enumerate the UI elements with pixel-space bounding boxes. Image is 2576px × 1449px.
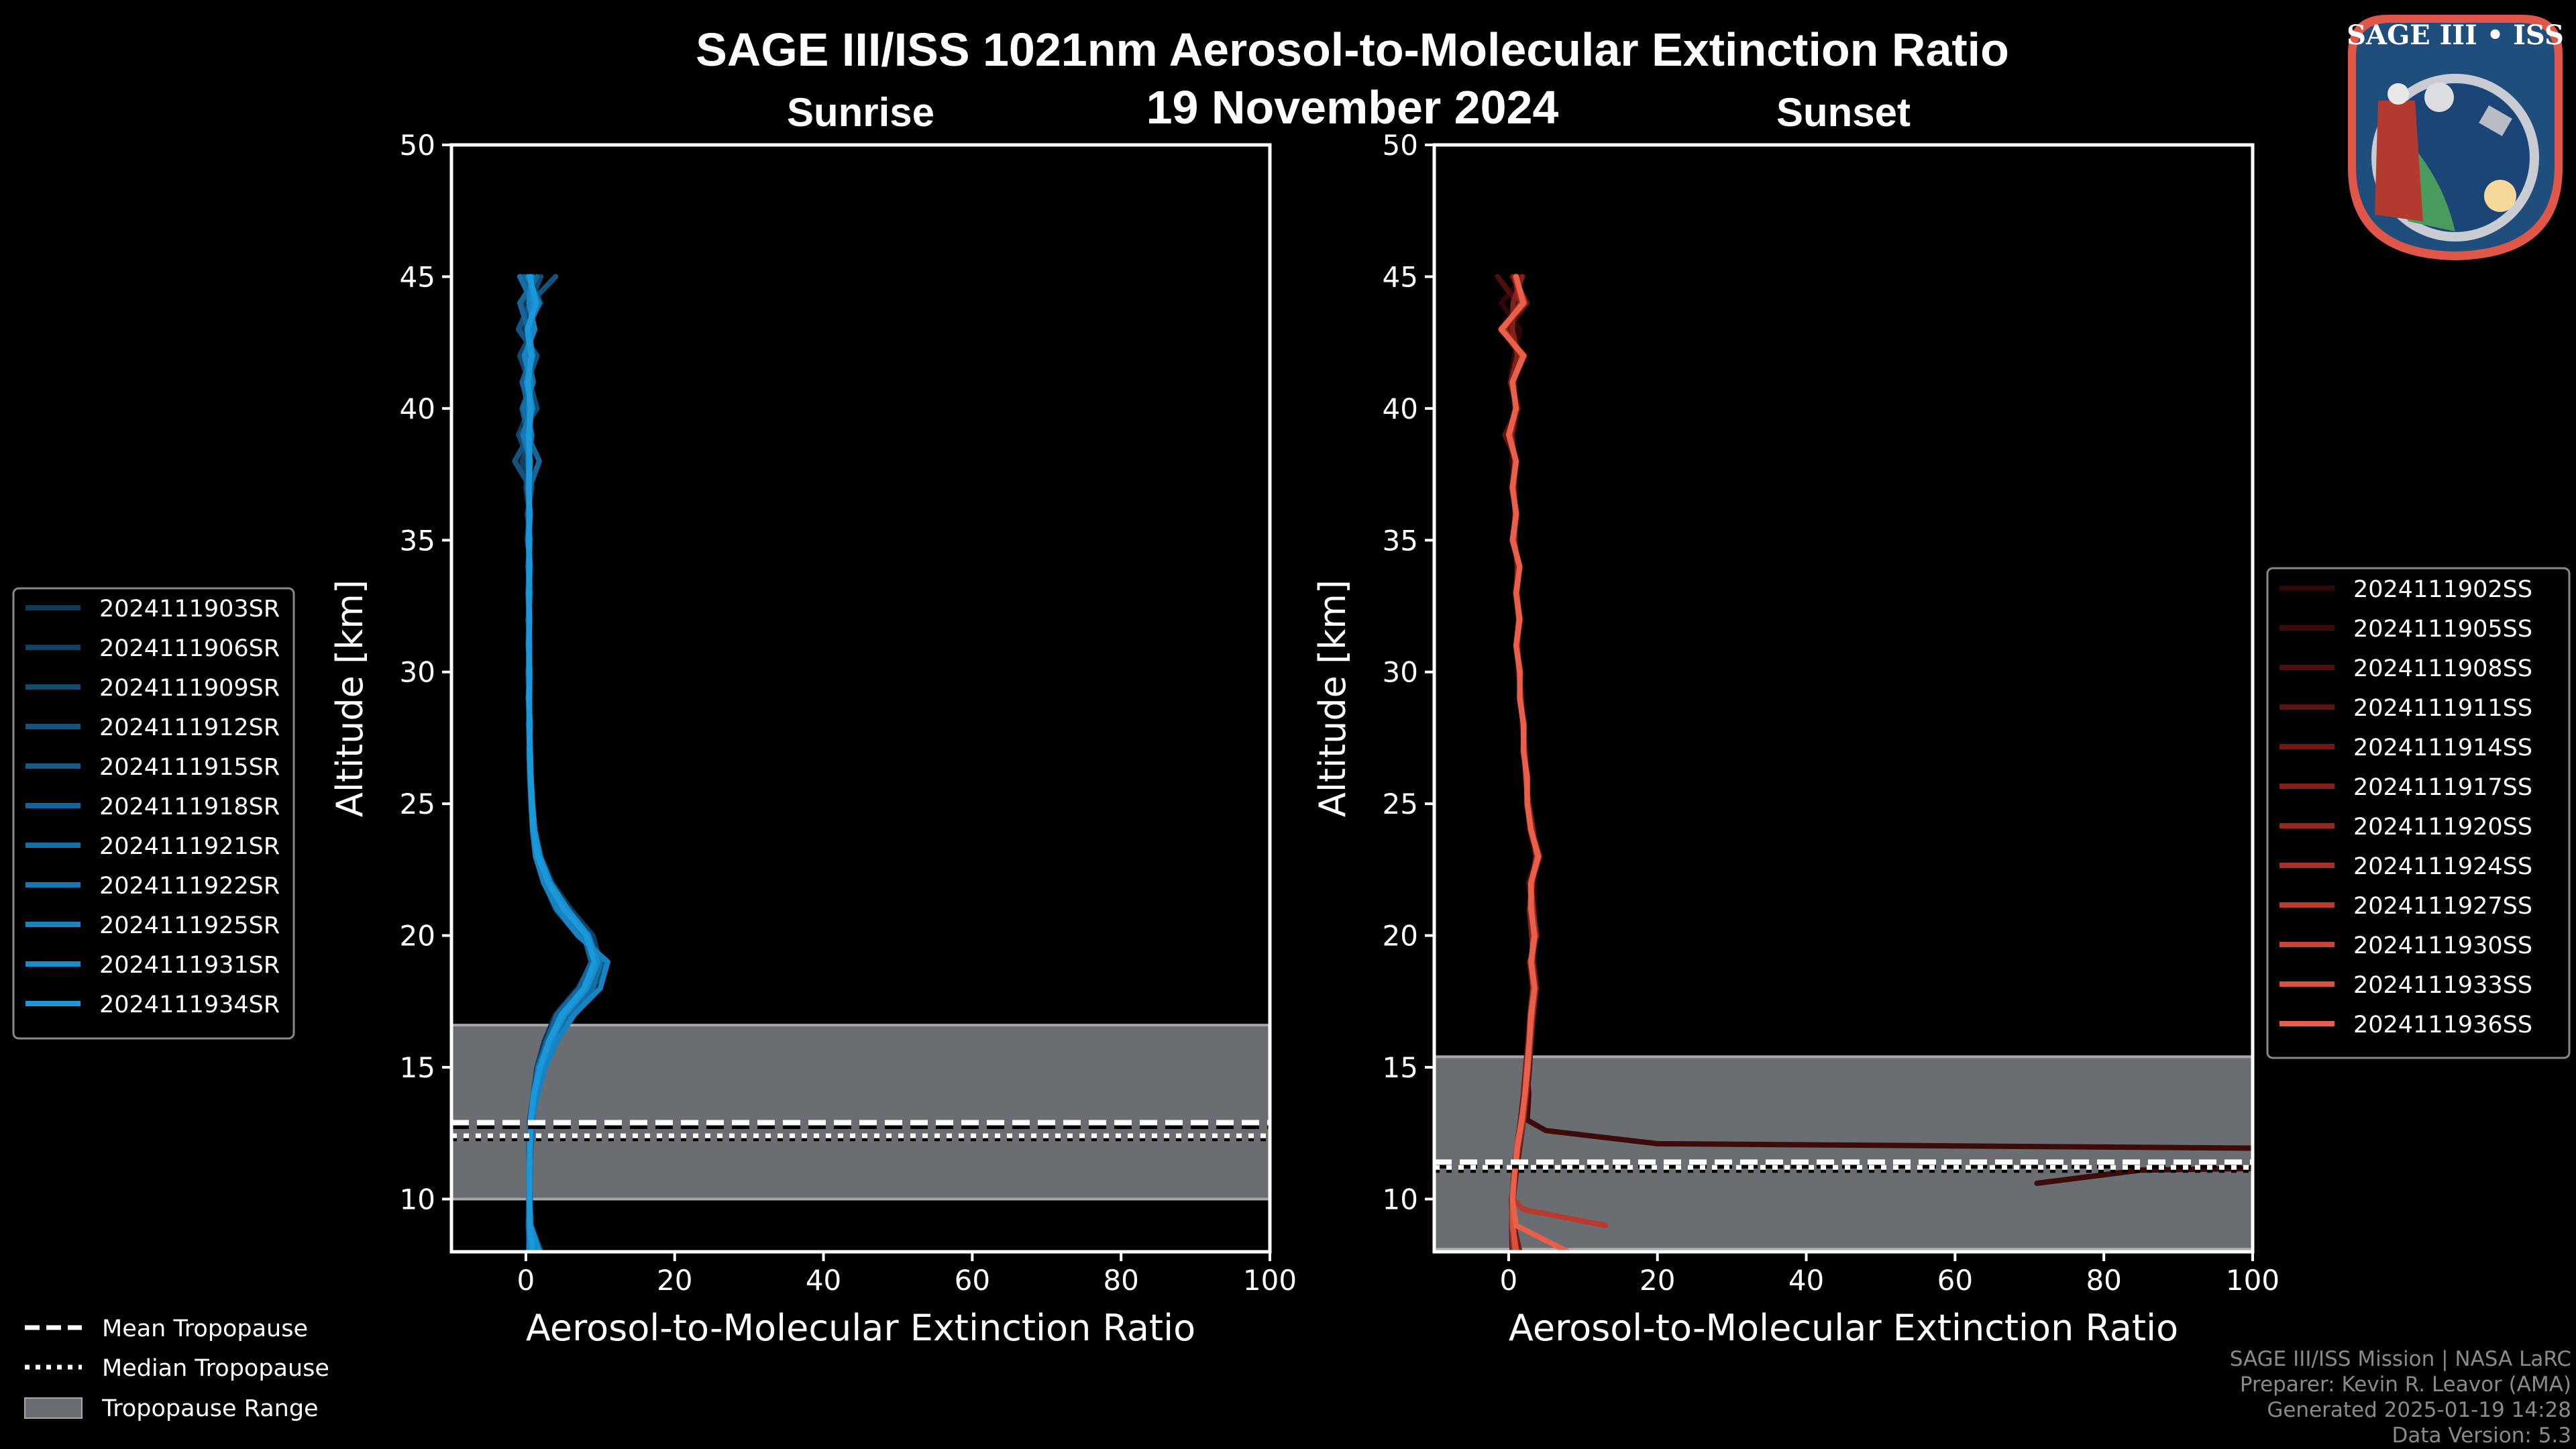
sunrise-y-tick-label: 10 xyxy=(400,1183,435,1216)
sage-iss-logo: SAGE III • ISS xyxy=(2347,15,2564,260)
sunset-y-axis-label: Altitude [km] xyxy=(1311,580,1354,817)
sunrise-legend-label: 2024111921SR xyxy=(99,833,280,860)
sunset-legend-label: 2024111933SS xyxy=(2353,972,2532,999)
sunset-legend-label: 2024111927SS xyxy=(2353,893,2532,920)
sunset-series-line-2024111936SS xyxy=(1498,274,1571,1252)
sunset-panel: 0 20 40 60 80 100 10 15 20 25 30 35 40 45 50 Sunset Aero… xyxy=(1311,90,2571,1349)
sunrise-y-axis-label: Altitude [km] xyxy=(329,580,371,817)
footer: SAGE III/ISS Mission | NASA LaRC Prepare… xyxy=(2230,1347,2571,1448)
sunset-axes-frame xyxy=(1432,143,2255,1254)
sunrise-panel: 0 20 40 60 80 100 10 15 20 25 30 35 40 45 50 Sunrise Aer… xyxy=(12,90,1297,1349)
sunset-y-tick-label: 50 xyxy=(1383,129,1418,162)
sunset-y-tick-label: 45 xyxy=(1383,260,1418,293)
sunrise-legend-label: 2024111918SR xyxy=(99,794,280,820)
sunrise-y-tick-label: 50 xyxy=(400,129,435,162)
sunrise-x-tick-label: 100 xyxy=(1243,1264,1297,1297)
sunrise-panel-title: Sunrise xyxy=(787,90,934,135)
sunrise-x-tick-label: 80 xyxy=(1103,1264,1138,1297)
sunset-panel-title: Sunset xyxy=(1776,90,1911,135)
sunset-y-tick-label: 35 xyxy=(1383,524,1418,557)
sunrise-legend-label: 2024111931SR xyxy=(99,952,280,979)
sunset-y-tick-label: 25 xyxy=(1383,788,1418,820)
sunset-x-axis-label: Aerosol-to-Molecular Extinction Ratio xyxy=(1509,1307,2178,1349)
figure-date: 19 November 2024 xyxy=(1146,81,1559,133)
sunrise-y-tick-label: 30 xyxy=(400,656,435,689)
sunrise-x-axis-label: Aerosol-to-Molecular Extinction Ratio xyxy=(526,1307,1195,1349)
sunset-legend: 2024111902SS 2024111905SS 2024111908SS 2024… xyxy=(2266,567,2571,1059)
tropopause-legend: Mean Tropopause Median Tropopause Tropop… xyxy=(24,1316,329,1422)
sunset-tropopause-range xyxy=(1433,1055,2254,1251)
sunset-x-tick-label: 60 xyxy=(1937,1264,1973,1297)
footer-generated: Generated 2025-01-19 14:28 xyxy=(2267,1398,2571,1422)
sunrise-y-tick-label: 35 xyxy=(400,524,435,557)
sunrise-y-tick-label: 20 xyxy=(400,920,435,953)
sunrise-x-tick-label: 60 xyxy=(955,1264,990,1297)
footer-preparer: Preparer: Kevin R. Leavor (AMA) xyxy=(2240,1373,2571,1397)
sunrise-y-tick-label: 15 xyxy=(400,1051,435,1084)
sunrise-y-tick-label: 45 xyxy=(400,260,435,293)
sunrise-legend: 2024111903SR 2024111906SR 2024111909SR 2024… xyxy=(12,587,295,1040)
sunrise-x-tick-label: 40 xyxy=(806,1264,841,1297)
tropopause-range-label: Tropopause Range xyxy=(101,1395,319,1422)
sunset-legend-label: 2024111930SS xyxy=(2353,932,2532,959)
sunset-legend-label: 2024111914SS xyxy=(2353,735,2532,761)
sunset-y-tick-label: 10 xyxy=(1383,1183,1418,1216)
sunset-legend-label: 2024111936SS xyxy=(2353,1012,2532,1038)
tropopause-range-handle xyxy=(24,1397,83,1419)
sunset-x-tick-label: 0 xyxy=(1500,1264,1518,1297)
figure-title: SAGE III/ISS 1021nm Aerosol-to-Molecular… xyxy=(696,23,2009,76)
logo-text: SAGE III • ISS xyxy=(2347,19,2564,51)
sunset-y-tick-label: 30 xyxy=(1383,656,1418,689)
sunrise-legend-label: 2024111906SR xyxy=(99,635,280,662)
sunset-legend-label: 2024111908SS xyxy=(2353,655,2532,682)
sunrise-legend-label: 2024111922SR xyxy=(99,873,280,900)
sunset-legend-label: 2024111902SS xyxy=(2353,576,2532,603)
sunrise-legend-box xyxy=(12,587,295,1040)
sunset-x-tick-label: 40 xyxy=(1788,1264,1824,1297)
mean-tropopause-label: Mean Tropopause xyxy=(102,1316,308,1342)
sunset-legend-label: 2024111911SS xyxy=(2353,695,2532,722)
sunset-legend-label: 2024111905SS xyxy=(2353,616,2532,643)
sunset-x-tick-label: 20 xyxy=(1640,1264,1675,1297)
sunset-x-tick-label: 80 xyxy=(2086,1264,2121,1297)
sunset-legend-label: 2024111920SS xyxy=(2353,814,2532,841)
sunrise-legend-label: 2024111934SR xyxy=(99,991,280,1018)
sunrise-x-tick-label: 20 xyxy=(657,1264,692,1297)
sunset-legend-label: 2024111917SS xyxy=(2353,774,2532,801)
sunrise-x-tick-label: 0 xyxy=(517,1264,535,1297)
footer-data-version: Data Version: 5.3 xyxy=(2392,1424,2571,1448)
sunrise-y-tick-label: 40 xyxy=(400,392,435,425)
sunset-x-tick-label: 100 xyxy=(2226,1264,2279,1297)
sunset-y-tick-label: 40 xyxy=(1383,392,1418,425)
sunset-legend-box xyxy=(2266,567,2571,1059)
sunset-y-tick-label: 20 xyxy=(1383,920,1418,953)
sunrise-series-line-2024111934SR xyxy=(525,274,597,1252)
sunrise-legend-label: 2024111909SR xyxy=(99,675,280,702)
sunset-series-group xyxy=(1495,274,2253,1252)
sunset-y-tick-label: 15 xyxy=(1383,1051,1418,1084)
sunrise-y-tick-label: 25 xyxy=(400,788,435,820)
footer-mission: SAGE III/ISS Mission | NASA LaRC xyxy=(2230,1347,2571,1371)
sunset-legend-label: 2024111924SS xyxy=(2353,853,2532,880)
sunrise-legend-label: 2024111903SR xyxy=(99,596,280,623)
sunrise-series-group xyxy=(512,274,610,1252)
sunrise-legend-label: 2024111915SR xyxy=(99,754,280,781)
sunrise-axes-frame xyxy=(449,143,1272,1254)
median-tropopause-label: Median Tropopause xyxy=(102,1355,329,1382)
sunrise-legend-label: 2024111925SR xyxy=(99,912,280,939)
sunrise-tropopause-range xyxy=(450,1024,1271,1201)
sunrise-legend-label: 2024111912SR xyxy=(99,714,280,741)
